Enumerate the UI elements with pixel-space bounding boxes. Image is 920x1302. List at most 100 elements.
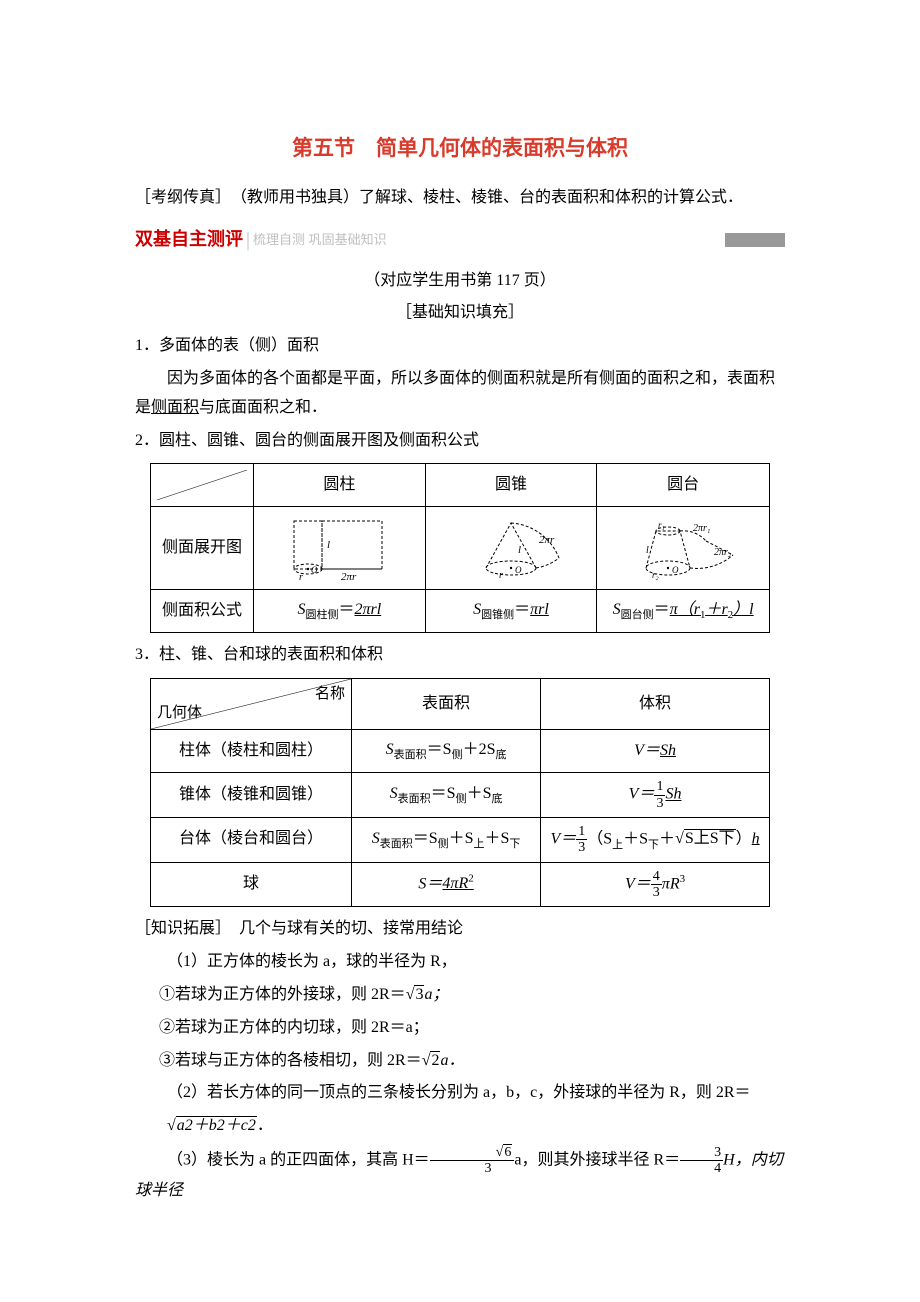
section-banner: 双基自主测评 | 梳理自测 巩固基础知识	[135, 225, 785, 255]
eq: ＝	[514, 601, 530, 618]
sub: 圆柱侧	[305, 610, 338, 622]
q1-body: 因为多面体的各个面都是平面，所以多面体的侧面积就是所有侧面的面积之和，表面积是侧…	[135, 365, 785, 423]
v: h	[752, 830, 760, 847]
n: 3	[680, 1145, 723, 1161]
v: 4πR2	[442, 875, 473, 892]
area-sphere: S＝4πR2	[352, 862, 541, 907]
eq: ＝	[654, 601, 670, 618]
s: 表面积	[380, 838, 413, 850]
row-frustum: 台体（棱台和圆台）	[151, 817, 352, 862]
t: ③若球与正方体的各棱相切，则 2R＝	[159, 1052, 422, 1069]
svg-text:2πr₁: 2πr₁	[693, 523, 710, 534]
n: 6	[430, 1145, 515, 1161]
t: V＝	[550, 830, 576, 847]
val: π（r1＋r2）l	[670, 601, 754, 618]
vol-prism: V＝Sh	[541, 730, 770, 773]
t: （2）若长方体的同一顶点的三条棱长分别为 a，b，c，外接球的半径为 R，则 2…	[167, 1084, 751, 1101]
svg-text:2πr: 2πr	[341, 571, 357, 583]
s: 上	[612, 839, 623, 851]
s: 侧	[452, 749, 463, 761]
col-area: 表面积	[352, 679, 541, 730]
svg-text:O: O	[515, 565, 522, 575]
r: S上S下	[684, 829, 736, 847]
sym: S	[613, 601, 621, 618]
page-reference: （对应学生用书第 117 页）	[135, 267, 785, 296]
row-pyramid: 锥体（棱锥和圆锥）	[151, 773, 352, 818]
t: （3）棱长为 a 的正四面体，其高 H＝	[167, 1152, 430, 1169]
frac: 13	[654, 779, 665, 811]
d: 3	[654, 796, 665, 811]
q1-underline: 侧面积	[151, 399, 199, 416]
area-pyramid: S表面积＝S侧＋S底	[352, 773, 541, 818]
frac: 34	[680, 1145, 723, 1177]
val: 2πrl	[354, 601, 381, 618]
diag-bot: 几何体	[157, 700, 202, 727]
t: a，则其外接球半径 R＝	[514, 1152, 680, 1169]
area-frustum: S表面积＝S侧＋S上＋S下	[352, 817, 541, 862]
fig-cone: 2πr l r O	[425, 507, 597, 590]
extend-head: ［知识拓展］ 几个与球有关的切、接常用结论	[135, 915, 785, 944]
banner-tail	[725, 233, 785, 247]
t: ．	[257, 1117, 273, 1134]
svg-text:r: r	[499, 570, 503, 581]
t: ＝S	[413, 830, 438, 847]
t: S	[390, 785, 398, 802]
svg-text:l: l	[518, 544, 521, 556]
row-unfold-label: 侧面展开图	[151, 507, 254, 590]
s: 下	[509, 838, 520, 850]
t: V＝	[634, 742, 660, 759]
t: ＋S	[467, 785, 492, 802]
t: ①若球为正方体的外接球，则 2R＝	[159, 986, 406, 1003]
col-volume: 体积	[541, 679, 770, 730]
t: a．	[440, 1052, 464, 1069]
eq: ＝	[338, 601, 354, 618]
s: 侧	[456, 793, 467, 805]
d: 4	[680, 1161, 723, 1176]
t: ＋S	[623, 830, 648, 847]
vol-sphere: V＝43πR3	[541, 862, 770, 907]
t: ＋r	[705, 601, 727, 618]
t: ）l	[733, 601, 753, 618]
t: ）	[736, 830, 752, 847]
banner-divider: |	[246, 222, 250, 258]
t: ＝S	[427, 741, 452, 758]
row-formula-label: 侧面积公式	[151, 590, 254, 633]
exam-outline: ［考纲传真］ （教师用书独具）了解球、棱柱、棱锥、台的表面积和体积的计算公式．	[135, 184, 785, 213]
t: S	[386, 741, 394, 758]
d: 3	[576, 840, 587, 855]
frac: 43	[651, 869, 662, 901]
s: 侧	[438, 838, 449, 850]
t: S＝	[418, 875, 442, 892]
table-surface-volume: 名称 几何体 表面积 体积 柱体（棱柱和圆柱） S表面积＝S侧＋2S底 V＝Sh…	[150, 678, 770, 907]
t: π（r	[670, 601, 700, 618]
t: a；	[424, 986, 448, 1003]
r: a2＋b2＋c2	[176, 1116, 257, 1134]
frac: 13	[576, 824, 587, 856]
sub: 圆台侧	[621, 610, 654, 622]
col-cylinder: 圆柱	[254, 464, 426, 507]
extend-p1c: ③若球与正方体的各棱相切，则 2R＝ 2a．	[159, 1047, 785, 1076]
v: Sh	[660, 742, 676, 759]
extend-p2b: a2＋b2＋c2．	[167, 1112, 785, 1141]
r: 2	[430, 1051, 440, 1069]
extend-p1: （1）正方体的棱长为 a，球的半径为 R，	[135, 948, 785, 977]
svg-text:l: l	[327, 539, 330, 551]
svg-text:O: O	[672, 565, 679, 575]
extend-p1b: ②若球为正方体的内切球，则 2R＝a；	[159, 1014, 785, 1043]
s: 表面积	[394, 749, 427, 761]
table-lateral-area: 圆柱 圆锥 圆台 侧面展开图 l 2πr r O 2πr	[150, 463, 770, 633]
svg-text:l: l	[646, 545, 649, 556]
row-sphere: 球	[151, 862, 352, 907]
t: ＝S	[431, 785, 456, 802]
vol-frustum: V＝13（S上＋S下＋S上S下）h	[541, 817, 770, 862]
sqrt-icon: 3	[406, 981, 425, 1010]
formula-frustum: S圆台侧＝π（r1＋r2）l	[597, 590, 770, 633]
t: ＋	[659, 830, 675, 847]
d: 3	[651, 885, 662, 900]
extend-p1a: ①若球为正方体的外接球，则 2R＝3a；	[159, 981, 785, 1010]
s: 底	[491, 793, 502, 805]
svg-text:O: O	[311, 565, 318, 575]
fill-heading: ［基础知识填充］	[135, 299, 785, 328]
sqrt-icon: 6	[464, 1145, 513, 1160]
r: 6	[503, 1144, 512, 1160]
